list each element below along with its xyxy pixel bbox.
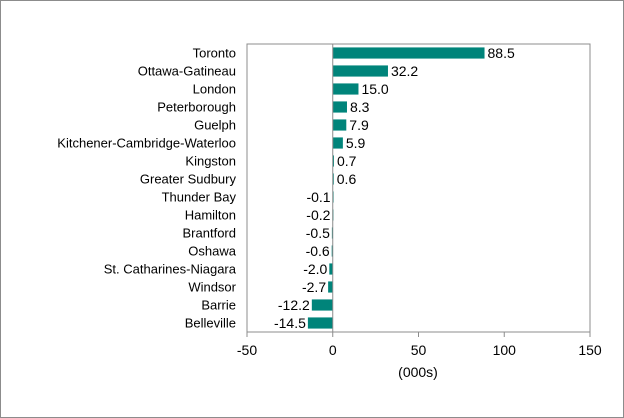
value-label: -14.5 <box>274 315 306 331</box>
value-label: -2.0 <box>303 261 327 277</box>
bar <box>328 281 333 293</box>
category-label: Toronto <box>193 46 236 61</box>
category-label: Guelph <box>194 118 236 133</box>
category-label: Oshawa <box>188 244 236 259</box>
bar <box>307 317 333 329</box>
bar <box>311 299 333 311</box>
value-label: 0.6 <box>337 171 357 187</box>
category-label: Peterborough <box>157 100 236 115</box>
bar <box>332 173 334 185</box>
category-label: Barrie <box>201 298 236 313</box>
category-label: London <box>193 82 236 97</box>
value-label: 32.2 <box>391 63 418 79</box>
value-label: -0.2 <box>306 207 330 223</box>
x-tick-label: 50 <box>411 342 427 358</box>
bar <box>332 65 388 77</box>
bar <box>332 137 343 149</box>
value-label: -2.7 <box>302 279 326 295</box>
value-label: 7.9 <box>349 117 369 133</box>
category-label: St. Catharines-Niagara <box>104 262 237 277</box>
bar <box>332 155 334 167</box>
bar <box>332 83 359 95</box>
x-axis-label: (000s) <box>398 364 438 380</box>
value-label: 88.5 <box>488 45 515 61</box>
value-label: 15.0 <box>361 81 388 97</box>
bar <box>332 47 485 59</box>
bar <box>332 101 347 113</box>
x-tick-label: -50 <box>237 342 257 358</box>
bar <box>331 245 333 257</box>
category-label: Kingston <box>185 154 236 169</box>
category-label: Hamilton <box>185 208 236 223</box>
category-label: Windsor <box>188 280 236 295</box>
category-label: Thunder Bay <box>162 190 237 205</box>
value-label: 0.7 <box>337 153 357 169</box>
plot-area <box>246 43 591 333</box>
value-label: -12.2 <box>278 297 310 313</box>
x-tick-label: 100 <box>493 342 517 358</box>
x-tick-label: 150 <box>578 342 602 358</box>
category-label: Ottawa-Gatineau <box>138 64 236 79</box>
value-label: 8.3 <box>350 99 370 115</box>
value-label: -0.6 <box>306 243 330 259</box>
bar <box>332 119 347 131</box>
bar <box>329 263 333 275</box>
category-label: Belleville <box>185 316 236 331</box>
category-label: Greater Sudbury <box>140 172 237 187</box>
category-label: Brantford <box>183 226 236 241</box>
value-label: 5.9 <box>346 135 366 151</box>
x-tick-label: 0 <box>329 342 337 358</box>
value-label: -0.5 <box>306 225 330 241</box>
value-label: -0.1 <box>306 189 330 205</box>
category-label: Kitchener-Cambridge-Waterloo <box>57 136 236 151</box>
